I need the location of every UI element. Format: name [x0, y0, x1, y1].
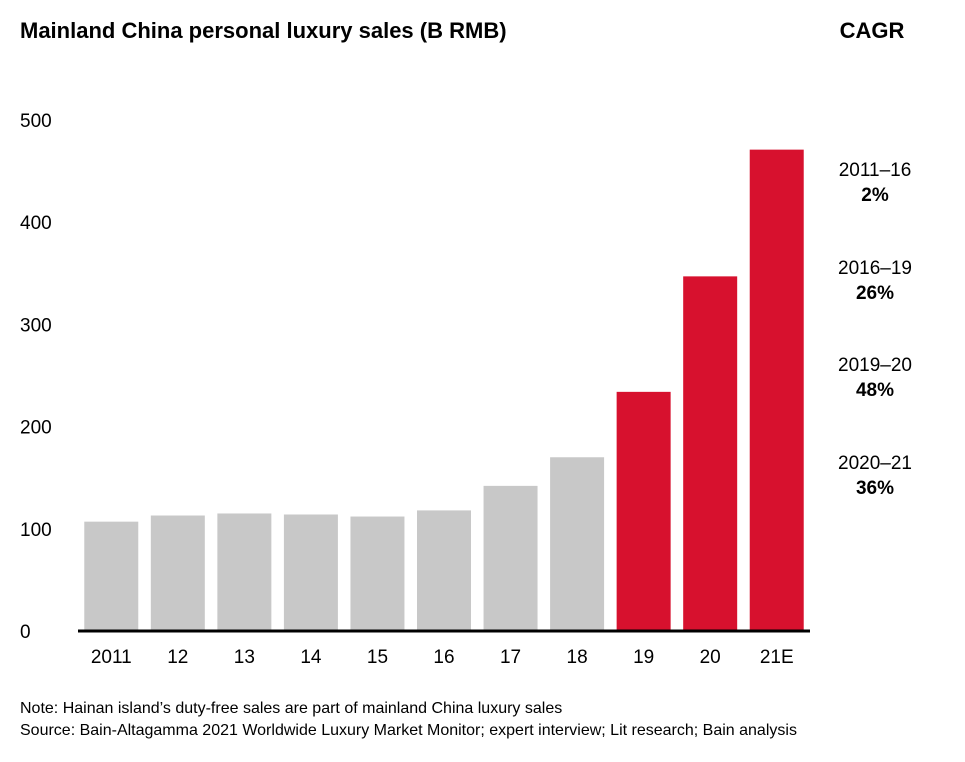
cagr-value: 36% — [855, 478, 895, 499]
cagr-item-2019-20: 2019–20 48% — [810, 353, 940, 403]
y-tick-label: 200 — [20, 418, 52, 439]
bar-17 — [483, 485, 538, 631]
x-tick-label: 18 — [567, 647, 588, 668]
y-tick-label: 300 — [20, 315, 52, 336]
cagr-value: 48% — [855, 380, 895, 401]
x-tick-label: 16 — [433, 647, 454, 668]
cagr-period: 2011–16 — [838, 160, 912, 181]
bar-12 — [150, 515, 205, 631]
x-tick-label: 2011 — [91, 647, 132, 668]
x-tick-label: 17 — [500, 647, 521, 668]
x-tick-label: 13 — [234, 647, 255, 668]
cagr-period: 2019–20 — [838, 355, 912, 376]
bar-20 — [683, 276, 738, 631]
bar-19 — [616, 391, 671, 631]
cagr-title: CAGR — [839, 18, 905, 43]
cagr-period: 2020–21 — [838, 453, 912, 474]
bar-chart: 0 100 200 300 400 500 2011 12 13 14 15 16 17 18 19 20 21… — [20, 111, 810, 668]
x-tick-label: 20 — [700, 647, 721, 668]
source-note: Source: Bain-Altagamma 2021 Worldwide Lu… — [20, 722, 797, 739]
bar-13 — [217, 513, 272, 631]
footnote: Note: Hainan island’s duty-free sales ar… — [20, 700, 563, 717]
x-tick-label: 21E — [760, 647, 794, 668]
y-tick-label: 400 — [20, 213, 52, 234]
y-tick-label: 100 — [20, 520, 52, 541]
bar-14 — [283, 514, 338, 631]
cagr-value: 2% — [861, 185, 889, 206]
bar-18 — [550, 457, 605, 631]
x-tick-label: 12 — [167, 647, 188, 668]
y-tick-label: 0 — [20, 622, 31, 643]
cagr-value: 26% — [855, 283, 895, 304]
cagr-item-2011-16: 2011–16 2% — [810, 158, 940, 208]
cagr-period: 2016–19 — [838, 258, 912, 279]
chart-title: Mainland China personal luxury sales (B … — [20, 18, 507, 43]
x-tick-label: 14 — [300, 647, 322, 668]
x-tick-label: 15 — [367, 647, 388, 668]
bar-21e — [749, 149, 804, 631]
bar-16 — [417, 510, 471, 631]
cagr-item-2020-21: 2020–21 36% — [810, 451, 940, 501]
bar-15 — [350, 516, 405, 631]
bar-2011 — [84, 521, 139, 631]
cagr-item-2016-19: 2016–19 26% — [810, 256, 940, 306]
x-tick-label: 19 — [633, 647, 654, 668]
y-tick-label: 500 — [20, 111, 52, 132]
